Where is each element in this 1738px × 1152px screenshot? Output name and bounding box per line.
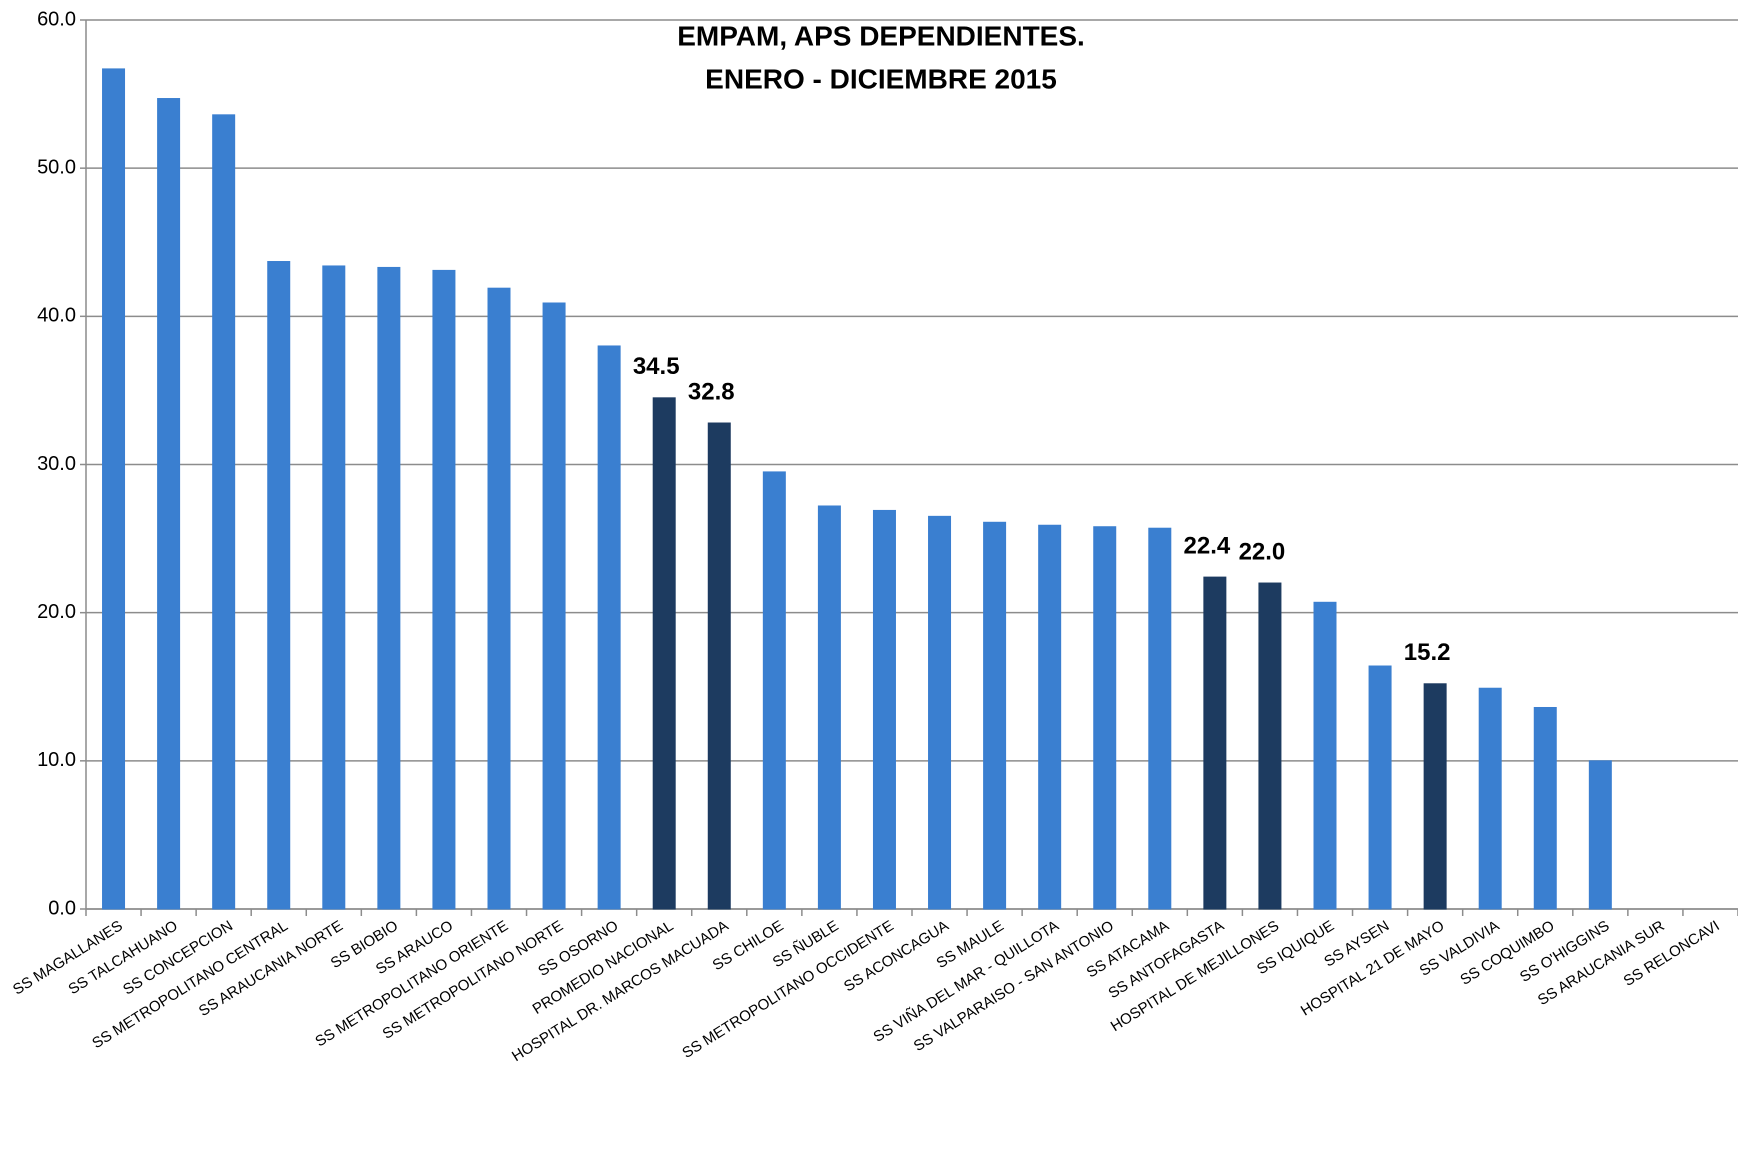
bar — [1313, 601, 1337, 910]
y-tick-label: 10.0 — [37, 749, 76, 771]
bar — [432, 269, 456, 910]
bar — [487, 287, 511, 910]
bar — [157, 98, 181, 910]
bar — [928, 515, 952, 910]
x-tick-label: SS RELONCAVI — [1621, 917, 1723, 990]
y-tick-label: 60.0 — [37, 8, 76, 30]
value-label: 32.8 — [688, 378, 735, 405]
value-label: 15.2 — [1404, 639, 1451, 666]
y-tick-label: 30.0 — [37, 453, 76, 475]
chart-subtitle: ENERO - DICIEMBRE 2015 — [705, 63, 1057, 94]
bar — [597, 345, 621, 910]
bar — [817, 505, 841, 910]
bar — [1038, 524, 1062, 910]
bar — [377, 266, 401, 910]
bar — [322, 265, 346, 910]
bar — [707, 422, 731, 910]
bar — [212, 114, 236, 910]
bar — [1148, 527, 1172, 910]
bar — [1533, 706, 1557, 910]
bar — [652, 397, 676, 910]
bar — [1203, 576, 1227, 910]
y-tick-label: 20.0 — [37, 601, 76, 623]
bar — [102, 68, 126, 910]
y-tick-label: 40.0 — [37, 305, 76, 327]
chart-title: EMPAM, APS DEPENDIENTES. — [677, 20, 1085, 51]
bar — [1368, 665, 1392, 910]
bar — [1093, 526, 1117, 910]
bar — [762, 471, 786, 910]
bar — [983, 521, 1007, 910]
value-label: 34.5 — [633, 353, 680, 380]
bar — [542, 302, 566, 910]
value-label: 22.4 — [1184, 532, 1231, 559]
bar — [1588, 760, 1612, 910]
bar — [1478, 687, 1502, 910]
y-tick-label: 0.0 — [48, 897, 76, 919]
x-tick-label: SS COQUIMBO — [1457, 917, 1557, 988]
bar — [267, 261, 291, 910]
value-label: 22.0 — [1239, 538, 1286, 565]
bar — [872, 509, 896, 910]
bar — [1258, 582, 1282, 910]
bar — [1423, 683, 1447, 910]
y-tick-label: 50.0 — [37, 156, 76, 178]
